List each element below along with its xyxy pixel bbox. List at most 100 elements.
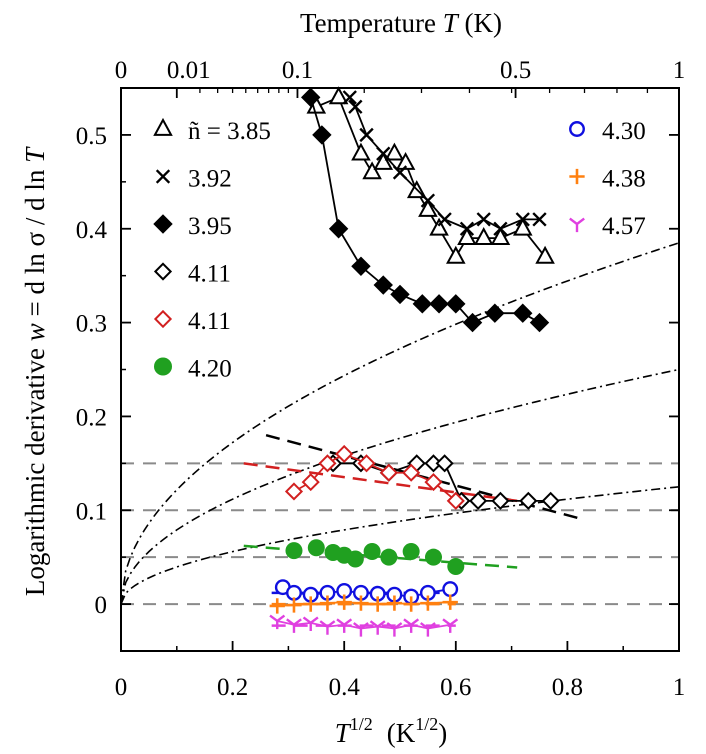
data-point: [342, 90, 357, 105]
legend-label: 3.92: [188, 166, 232, 193]
data-point: [569, 121, 585, 137]
data-point: [424, 473, 443, 492]
data-point: [402, 543, 420, 561]
legend-label: ñ = 3.85: [188, 118, 271, 145]
data-point: [380, 548, 398, 566]
data-point: [153, 262, 173, 281]
data-point: [473, 227, 494, 245]
data-point: [284, 482, 304, 501]
data-point: [462, 312, 483, 333]
series-line: [349, 96, 540, 230]
legend-label: 4.11: [188, 261, 231, 288]
legend-item: 4.11: [153, 308, 231, 335]
data-point: [512, 217, 533, 236]
legend-item: 4.57: [569, 213, 646, 240]
series: [285, 539, 465, 576]
data-point: [307, 539, 325, 557]
legend-item: 4.20: [154, 356, 232, 383]
legend-label: 4.30: [602, 118, 646, 145]
legend-item: 4.11: [153, 261, 231, 288]
series: [269, 594, 458, 614]
legend-item: ñ = 3.85: [153, 117, 271, 145]
data-point: [328, 219, 349, 239]
data-point: [302, 616, 319, 631]
data-point: [420, 193, 436, 208]
data-point: [373, 275, 393, 295]
data-point: [386, 595, 403, 611]
y-tick-label: 0.5: [76, 123, 107, 150]
data-point: [269, 614, 286, 630]
data-point: [420, 595, 436, 611]
data-point: [318, 454, 337, 473]
data-point: [491, 491, 510, 510]
data-point: [442, 618, 459, 633]
data-point: [569, 168, 585, 185]
data-point: [369, 620, 386, 635]
data-point: [395, 151, 416, 170]
data-point: [513, 303, 533, 323]
data-point: [154, 357, 172, 376]
data-point: [370, 596, 386, 612]
data-point: [353, 595, 369, 611]
data-point: [446, 245, 466, 264]
data-point: [286, 618, 302, 633]
data-point: [335, 444, 354, 464]
data-point: [346, 550, 364, 568]
data-point: [386, 622, 403, 637]
top-tick-label: 0.5: [500, 57, 531, 84]
data-point: [459, 221, 475, 236]
data-point: [437, 212, 452, 227]
data-point: [485, 303, 505, 323]
data-point: [429, 294, 449, 314]
data-point: [353, 622, 369, 637]
x-tick-label: 0.6: [440, 674, 471, 701]
data-point: [153, 309, 173, 329]
legend-item: 4.38: [569, 166, 646, 193]
x-tick-label: 0.8: [552, 674, 583, 701]
x-tick-label: 0.2: [217, 674, 248, 701]
data-point: [446, 294, 466, 314]
data-point: [442, 581, 459, 598]
data-point: [376, 146, 391, 161]
data-point: [476, 212, 491, 227]
data-point: [348, 99, 363, 114]
data-point: [390, 284, 410, 305]
legend-label: 4.11: [188, 308, 231, 335]
legend-label: 4.20: [188, 356, 232, 383]
sqrt-curve: [121, 485, 679, 605]
data-point: [515, 212, 530, 227]
data-point: [541, 491, 560, 510]
data-point: [469, 491, 488, 510]
data-point: [435, 454, 454, 473]
data-point: [351, 142, 371, 161]
data-point: [446, 491, 465, 510]
data-series: [269, 86, 560, 637]
data-point: [535, 245, 555, 264]
data-point: [402, 463, 421, 482]
x-axis-title: T1/2 (K1/2): [335, 714, 448, 748]
data-point: [319, 595, 336, 611]
sqrt-curve: [121, 368, 679, 605]
axis-ticks: [120, 87, 680, 652]
data-point: [373, 151, 394, 170]
data-point: [403, 596, 419, 612]
data-point: [379, 463, 398, 482]
tick-labels: 0 0.2 0.4 0.6 0.8 1 0 0.1 0.2 0.3 0.4 0.5 0 0.01 0.1 0.…: [76, 57, 686, 701]
legend-item: 3.92: [155, 166, 232, 193]
data-point: [336, 618, 353, 633]
data-point: [301, 87, 321, 108]
data-point: [419, 622, 436, 637]
legend-item: 4.30: [569, 118, 646, 145]
data-point: [336, 594, 352, 610]
series: [306, 86, 555, 264]
legend-item: 3.95: [153, 213, 232, 240]
top-tick-label: 0.01: [167, 57, 211, 84]
legend-label: 4.57: [602, 213, 646, 240]
series: [269, 614, 459, 637]
series: [301, 87, 550, 333]
data-point: [418, 198, 438, 217]
data-point: [312, 125, 332, 145]
top-tick-label: 0.1: [282, 57, 313, 84]
y-tick-label: 0: [95, 592, 108, 619]
